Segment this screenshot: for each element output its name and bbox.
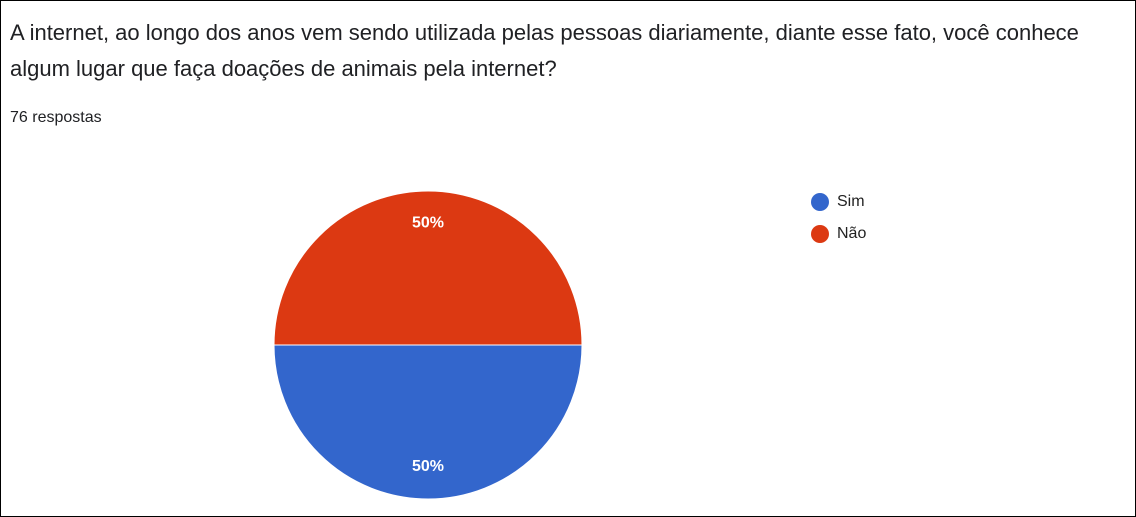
legend-marker [811, 193, 829, 211]
legend-marker [811, 225, 829, 243]
legend-label: Sim [837, 193, 865, 210]
chart-title: A internet, ao longo dos anos vem sendo … [10, 20, 1079, 81]
slice-label: 50% [412, 458, 444, 475]
pie-slice [273, 190, 583, 346]
response-count: 76 respostas [10, 109, 102, 126]
legend-label: Não [837, 225, 866, 242]
pie-slice [273, 344, 583, 500]
slice-label: 50% [412, 215, 444, 232]
